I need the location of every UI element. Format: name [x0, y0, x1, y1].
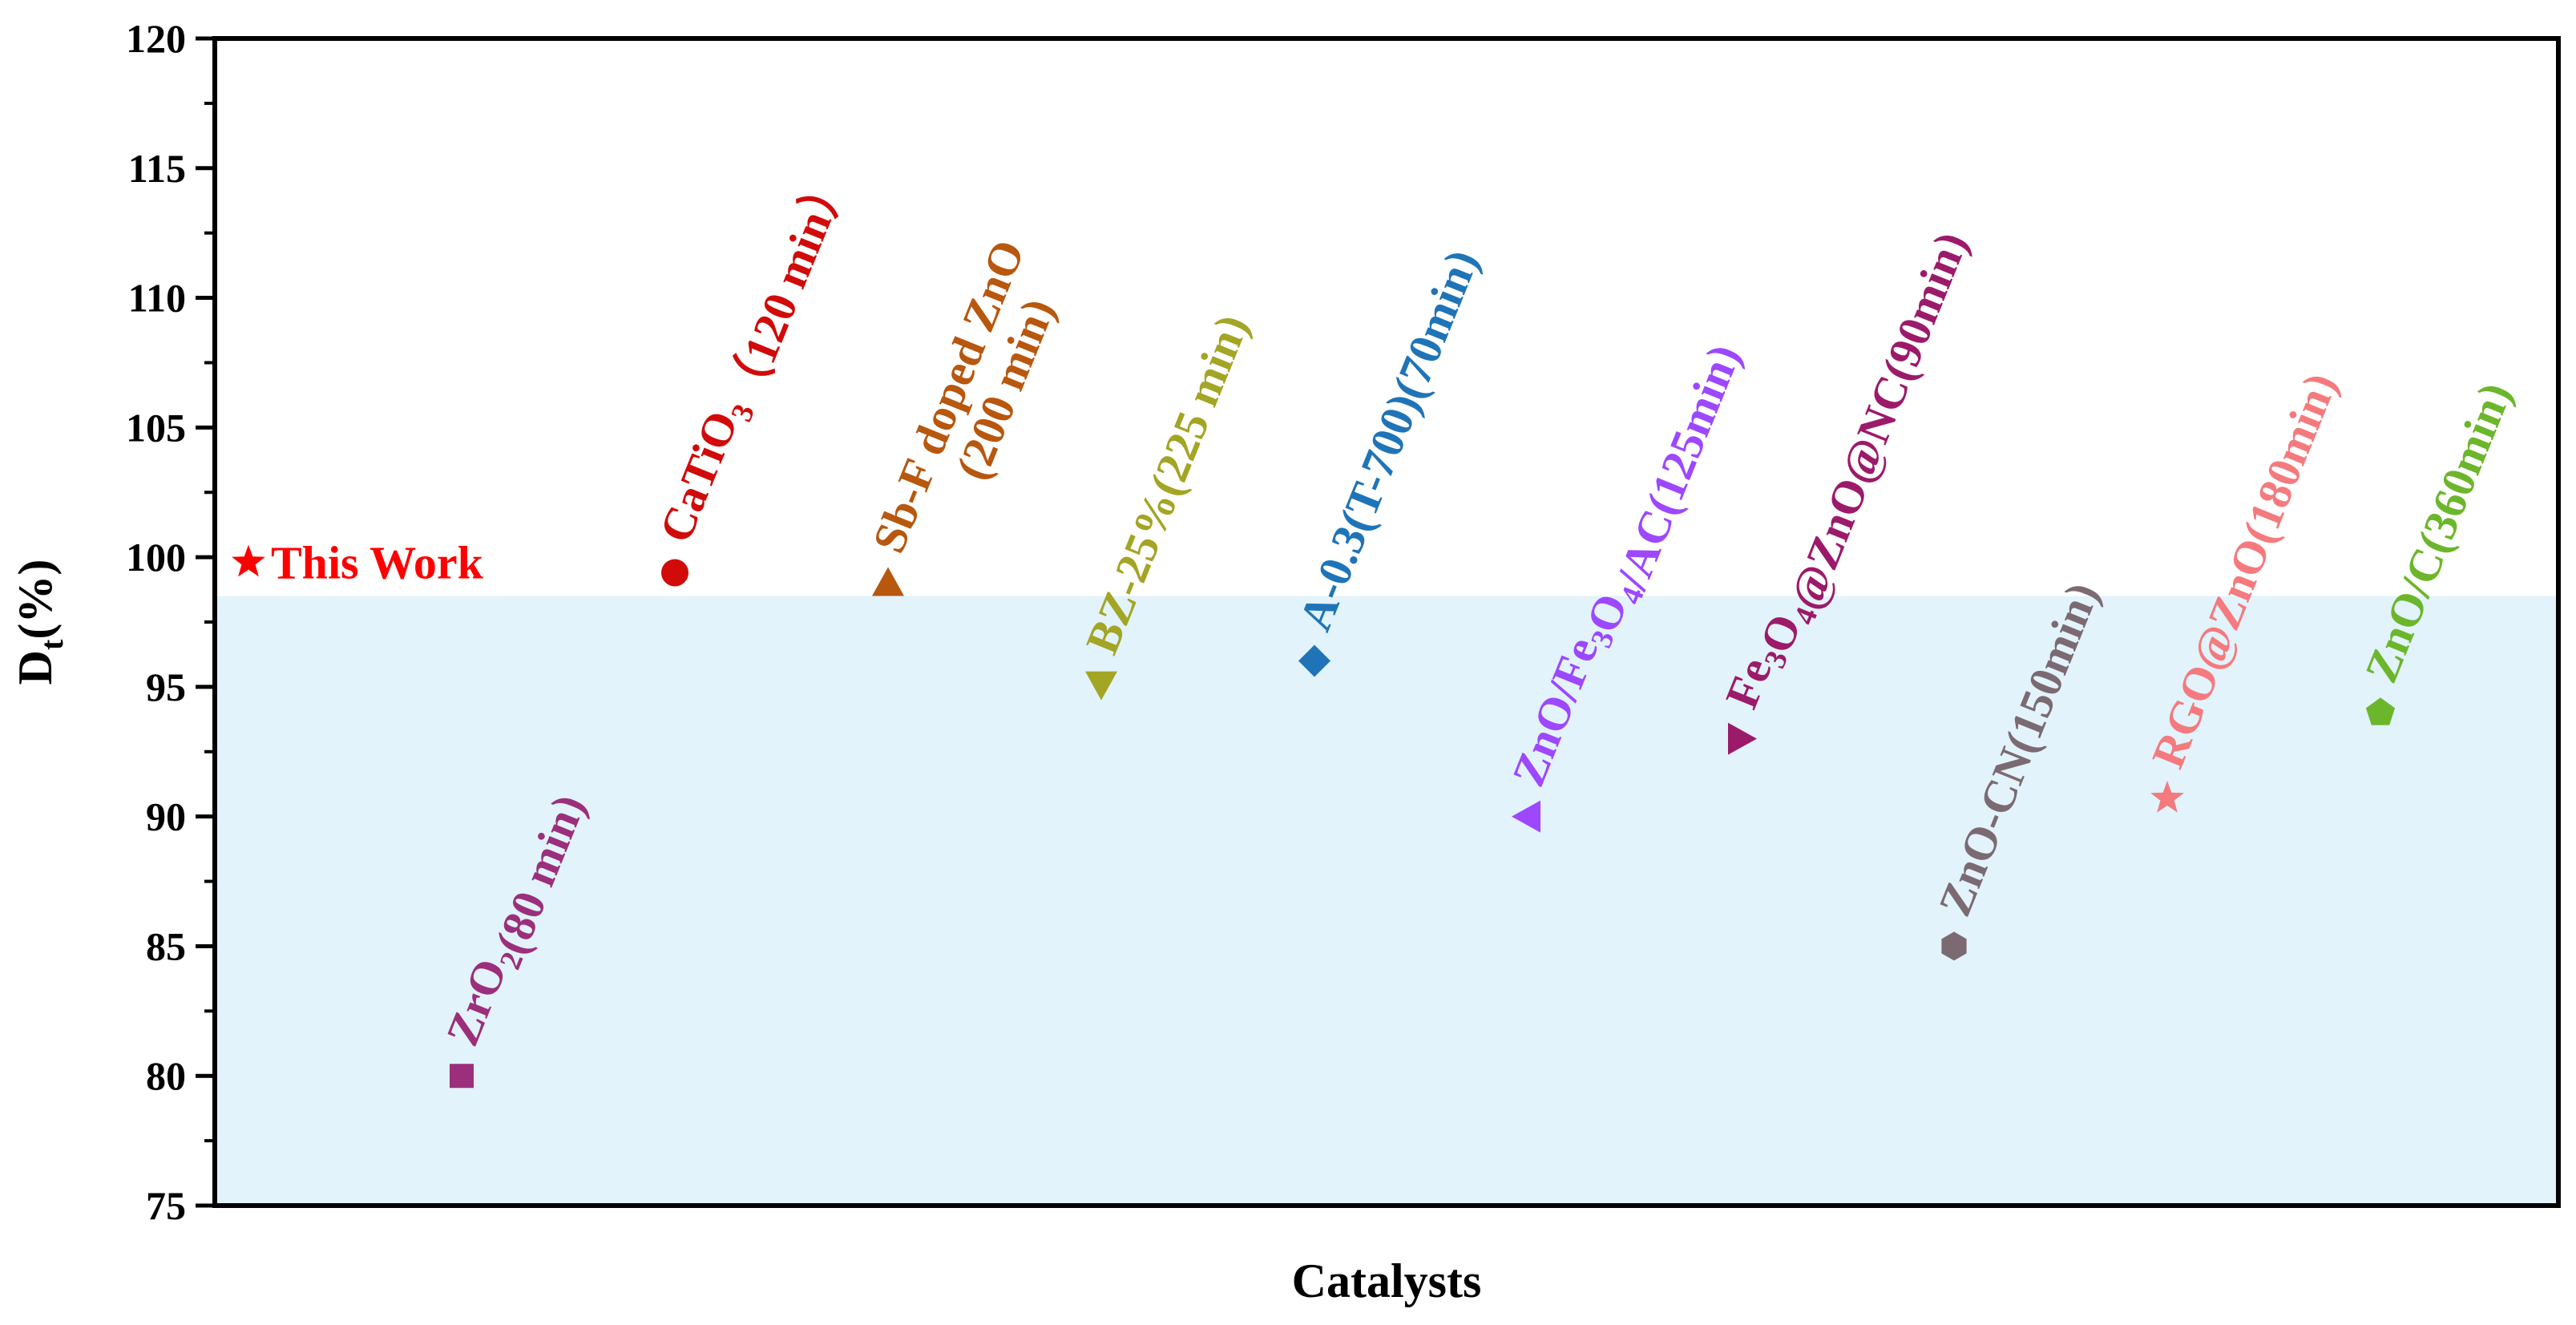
y-tick-label: 90 — [146, 794, 186, 839]
data-point-label: This Work — [271, 537, 484, 589]
data-point-label: A-0.3(T-700)(70min) — [1289, 243, 1489, 638]
x-axis-title: Catalysts — [1292, 1254, 1482, 1307]
shaded-band — [215, 596, 2558, 1206]
data-point-marker — [450, 1064, 474, 1089]
y-tick-label: 95 — [146, 665, 186, 709]
data-point-marker — [2150, 781, 2184, 813]
data-point-marker — [1728, 722, 1757, 755]
y-tick-label: 80 — [146, 1053, 186, 1098]
data-point-marker — [872, 567, 904, 596]
y-tick-label: 120 — [126, 16, 186, 61]
plot-frame — [212, 36, 2561, 1208]
data-point-marker — [1512, 800, 1540, 833]
y-tick-label: 105 — [126, 405, 186, 450]
y-tick-label: 115 — [128, 146, 186, 191]
data-point-label: CaTiO3（120 min） — [649, 156, 859, 554]
data-point: Sb-F doped ZnO(200 min) — [862, 232, 1065, 596]
y-axis-title: Dt(%) — [9, 559, 70, 685]
data-point: This Work — [232, 537, 484, 589]
data-point: CaTiO3（120 min） — [649, 156, 859, 587]
y-tick-label: 85 — [146, 923, 186, 968]
y-tick-label: 110 — [128, 276, 186, 321]
y-axis: 75 80 85 90 95 100 105 110 115 120 — [126, 16, 215, 1228]
data-point-marker — [232, 544, 265, 577]
data-point-marker — [1298, 644, 1330, 677]
y-tick-label: 75 — [146, 1183, 186, 1228]
data-point-marker — [2365, 697, 2396, 725]
data-point-marker — [1085, 671, 1117, 701]
y-tick-label: 100 — [126, 535, 186, 580]
data-point-marker — [1941, 931, 1967, 961]
data-point-marker — [661, 559, 688, 587]
